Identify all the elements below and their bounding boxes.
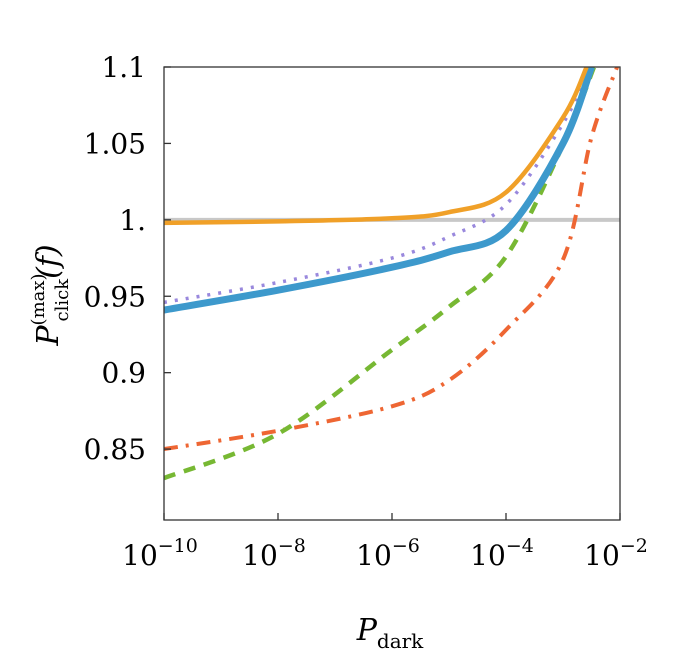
x-axis-label: Pdark (356, 613, 424, 653)
y-tick-label: 0.9 (101, 357, 146, 390)
series-line-solid (164, 67, 589, 226)
svg-text:P(max)click(f): P(max) click(f) (28, 244, 73, 346)
y-tick-label: 0.85 (84, 433, 146, 466)
y-axis-label: P(max) click(f) (28, 244, 73, 346)
x-tick-label: 10−4 (470, 535, 534, 572)
ticks: 1.1 1.05 1. 0.95 0.9 0.85 10−10 10−8 10−6 10−4 10−… (84, 51, 648, 572)
series-line-dash-dot (164, 67, 619, 452)
y-tick-label: 1.05 (84, 127, 146, 160)
x-tick-label: 10−10 (122, 535, 198, 572)
plot-area (164, 67, 620, 481)
series-line-solid-thick (164, 67, 595, 314)
x-tick-label: 10−2 (584, 535, 648, 572)
x-tick-label: 10−6 (356, 535, 420, 572)
x-tick-label: 10−8 (242, 535, 306, 572)
series-line-dotted (164, 67, 592, 305)
y-tick-label: 1.1 (101, 51, 146, 84)
y-tick-label: 0.95 (84, 280, 146, 313)
y-tick-label: 1. (119, 204, 146, 237)
